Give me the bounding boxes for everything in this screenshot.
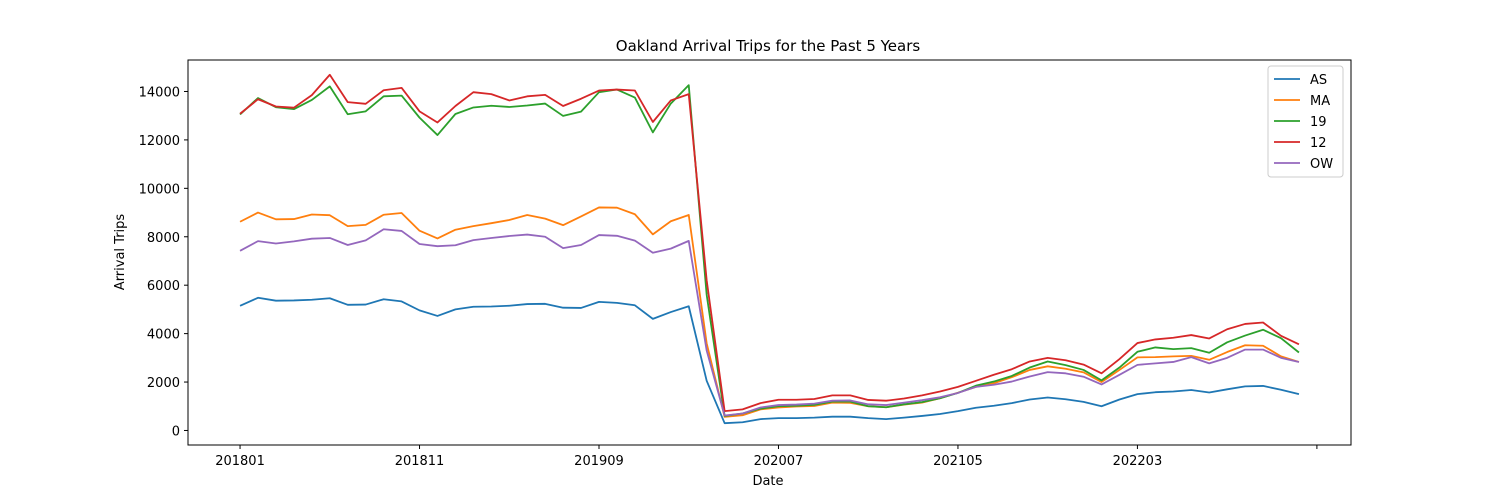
legend-label-12: 12 — [1310, 136, 1327, 151]
x-tick-label: 202007 — [754, 454, 804, 469]
x-tick-label: 202203 — [1113, 454, 1163, 469]
chart-title: Oakland Arrival Trips for the Past 5 Yea… — [616, 37, 921, 55]
y-axis-label: Arrival Trips — [113, 214, 128, 291]
y-tick-label: 4000 — [147, 328, 180, 343]
y-tick-label: 6000 — [147, 279, 180, 294]
legend-label-ma: MA — [1310, 94, 1330, 109]
legend-label-as: AS — [1310, 73, 1327, 88]
x-tick-label: 201909 — [574, 454, 624, 469]
legend-label-19: 19 — [1310, 115, 1327, 130]
series-layer — [239, 73, 1300, 425]
series-line-19 — [239, 84, 1300, 417]
x-tick-label: 201811 — [395, 454, 445, 469]
plot-area-frame — [187, 59, 1352, 446]
series-line-as — [239, 296, 1300, 425]
legend: AS MA 19 12 OW — [1267, 65, 1344, 178]
series-line-ma — [239, 206, 1300, 418]
y-axis: 0 2000 4000 6000 8000 10000 12000 14000 — [139, 85, 188, 439]
series-line-12 — [239, 73, 1300, 413]
legend-label-ow: OW — [1310, 157, 1333, 172]
y-tick-label: 0 — [172, 424, 180, 439]
series-line-ow — [239, 228, 1300, 417]
x-axis: 201801 201811 201909 202007 202105 202203 — [215, 445, 1318, 469]
y-tick-label: 8000 — [147, 231, 180, 246]
y-tick-label: 14000 — [139, 85, 180, 100]
x-tick-label: 202105 — [933, 454, 983, 469]
y-tick-label: 10000 — [139, 182, 180, 197]
x-tick-label: 201801 — [215, 454, 265, 469]
x-axis-label: Date — [752, 474, 783, 489]
y-tick-label: 12000 — [139, 134, 180, 149]
legend-box — [1267, 65, 1344, 178]
y-tick-label: 2000 — [147, 376, 180, 391]
